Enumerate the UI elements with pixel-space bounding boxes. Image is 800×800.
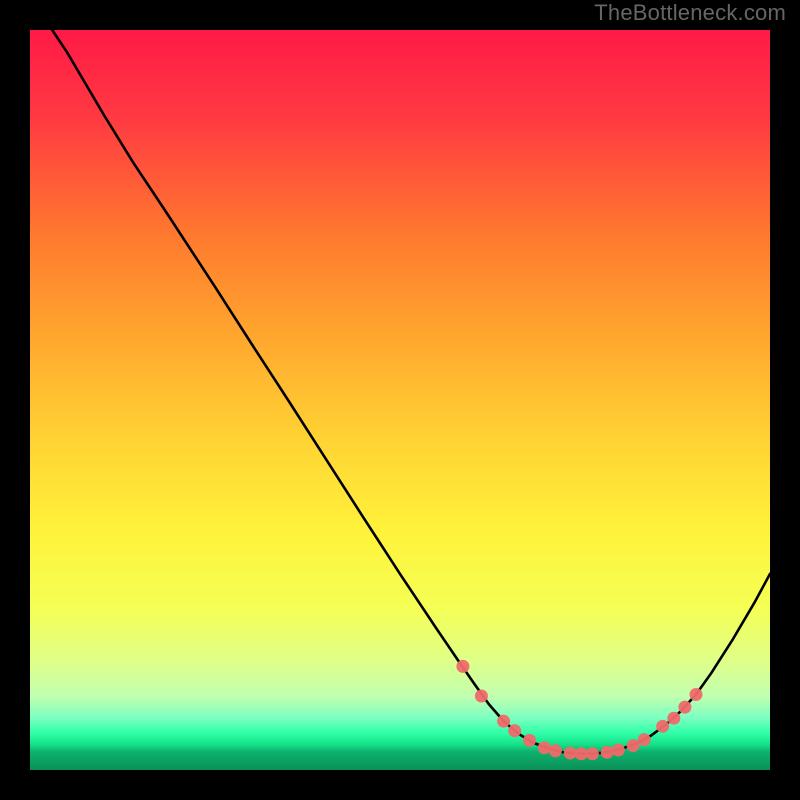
curve-marker [575,747,588,760]
curve-marker [627,739,640,752]
curve-marker [523,734,536,747]
watermark-text: TheBottleneck.com [594,0,786,26]
plot-background-gradient [30,30,770,770]
curve-marker [475,690,488,703]
curve-marker [601,746,614,759]
curve-marker [497,715,510,728]
chart-stage: TheBottleneck.com [0,0,800,800]
bottleneck-chart [0,0,800,800]
curve-marker [656,720,669,733]
curve-marker [612,744,625,757]
curve-marker [456,660,469,673]
curve-marker [667,712,680,725]
curve-marker [586,747,599,760]
curve-marker [508,724,521,737]
curve-marker [549,744,562,757]
curve-marker [678,701,691,714]
curve-marker [638,733,651,746]
curve-marker [564,746,577,759]
curve-marker [690,688,703,701]
curve-marker [538,741,551,754]
